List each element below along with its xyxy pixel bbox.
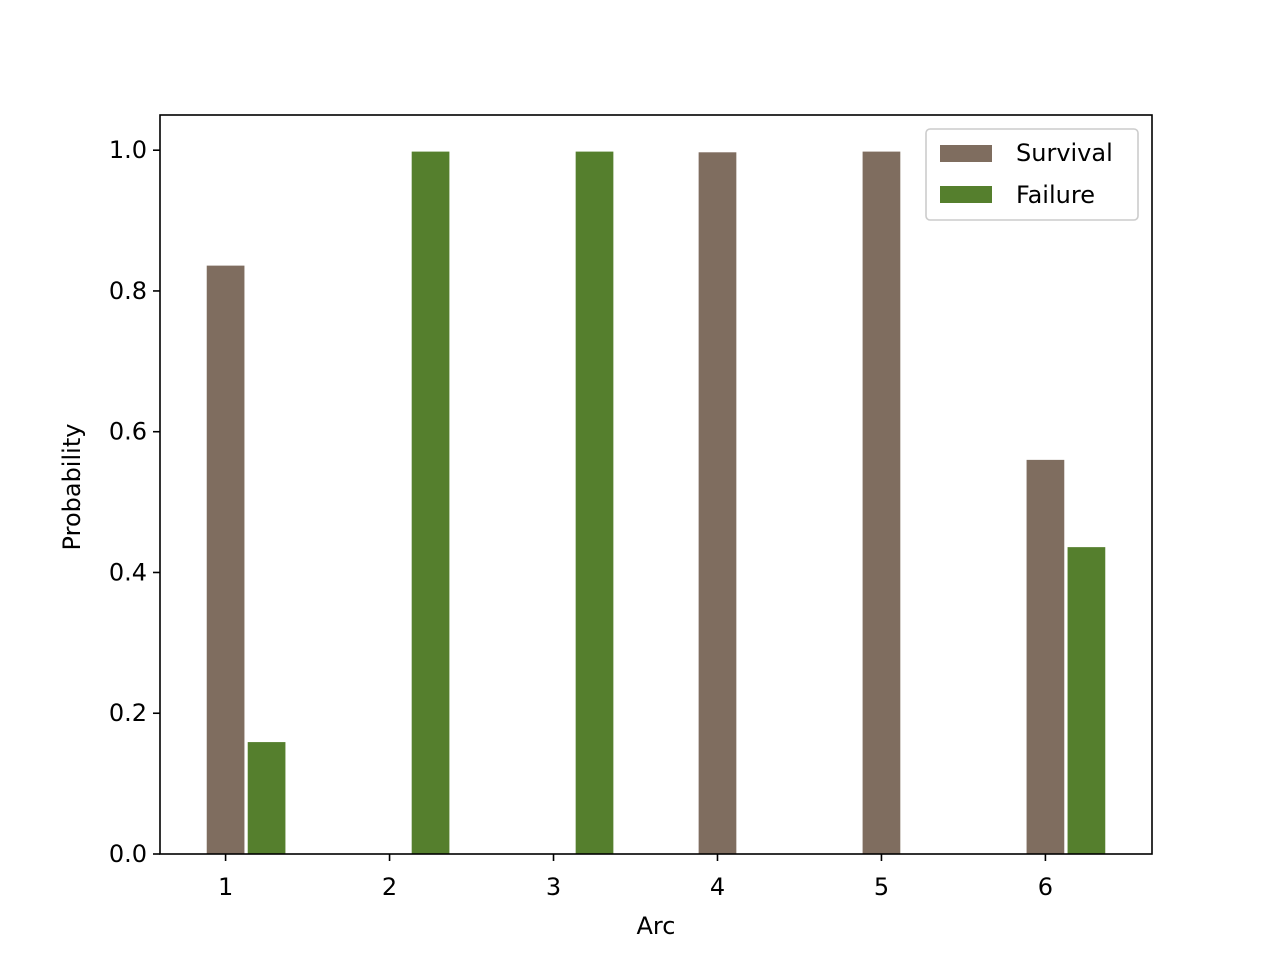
x-tick-label: 3: [546, 873, 561, 901]
x-tick-label: 2: [382, 873, 397, 901]
x-axis-label: Arc: [637, 912, 676, 940]
x-axis: 1 2 3 4 5 6: [218, 854, 1053, 901]
y-tick-label: 0.4: [109, 558, 147, 586]
x-tick-label: 6: [1038, 873, 1053, 901]
bar-failure-6: [1067, 547, 1106, 854]
y-tick-label: 0.0: [109, 840, 147, 868]
y-tick-label: 0.6: [109, 418, 147, 446]
x-tick-label: 1: [218, 873, 233, 901]
bar-failure-2: [411, 151, 450, 855]
y-tick-label: 1.0: [109, 136, 147, 164]
bar-survival-5: [862, 151, 901, 855]
legend: Survival Failure: [925, 128, 1139, 221]
legend-label-failure: Failure: [1016, 181, 1095, 209]
y-tick-label: 0.2: [109, 699, 147, 727]
bar-failure-3: [575, 151, 614, 855]
bar-survival-1: [206, 265, 245, 854]
bars-layer: [206, 151, 1106, 855]
legend-swatch-survival: [940, 145, 992, 162]
y-axis-label: Probability: [58, 424, 86, 551]
plot-frame: [159, 114, 1153, 855]
legend-label-survival: Survival: [1016, 139, 1113, 167]
x-tick-label: 4: [710, 873, 725, 901]
bar-survival-6: [1026, 459, 1065, 854]
legend-swatch-failure: [940, 186, 992, 203]
bar-survival-4: [698, 152, 737, 855]
y-axis: 0.0 0.2 0.4 0.6 0.8 1.0: [109, 136, 160, 868]
bar-failure-1: [247, 742, 286, 854]
x-tick-label: 5: [874, 873, 889, 901]
y-tick-label: 0.8: [109, 277, 147, 305]
